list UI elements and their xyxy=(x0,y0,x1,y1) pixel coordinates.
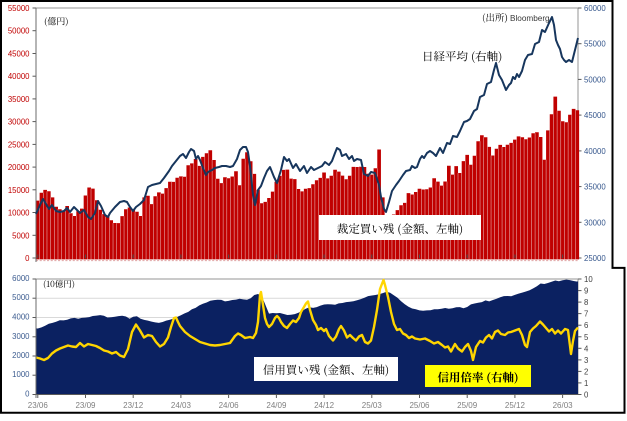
svg-text:50000: 50000 xyxy=(584,75,606,84)
svg-text:10: 10 xyxy=(584,275,593,284)
svg-text:23/12: 23/12 xyxy=(123,401,144,410)
svg-text:1000: 1000 xyxy=(12,370,30,379)
svg-text:6000: 6000 xyxy=(12,274,30,283)
svg-text:40000: 40000 xyxy=(584,147,606,156)
svg-text:5000: 5000 xyxy=(12,293,30,302)
svg-text:50000: 50000 xyxy=(8,27,30,36)
svg-text:Bloomberg: Bloomberg xyxy=(510,14,550,23)
svg-text:35000: 35000 xyxy=(8,95,30,104)
svg-text:55000: 55000 xyxy=(584,40,606,49)
svg-text:45000: 45000 xyxy=(8,50,30,59)
svg-text:25/12: 25/12 xyxy=(505,401,526,410)
svg-text:20000: 20000 xyxy=(8,163,30,172)
svg-text:10000: 10000 xyxy=(8,209,30,218)
svg-text:5000: 5000 xyxy=(12,231,30,240)
svg-text:60000: 60000 xyxy=(584,4,606,13)
svg-text:0: 0 xyxy=(25,390,30,399)
svg-text:23/09: 23/09 xyxy=(75,401,96,410)
svg-text:23/06: 23/06 xyxy=(28,401,49,410)
svg-text:1: 1 xyxy=(584,379,588,388)
svg-text:3: 3 xyxy=(584,356,588,365)
svg-text:45000: 45000 xyxy=(584,111,606,120)
svg-text:0: 0 xyxy=(584,391,589,400)
svg-text:55000: 55000 xyxy=(8,4,30,13)
svg-text:25/03: 25/03 xyxy=(362,401,383,410)
svg-text:3000: 3000 xyxy=(12,332,30,341)
svg-text:30000: 30000 xyxy=(8,118,30,127)
svg-text:2000: 2000 xyxy=(12,351,30,360)
svg-text:24/09: 24/09 xyxy=(266,401,287,410)
svg-text:0: 0 xyxy=(25,254,30,263)
svg-text:25000: 25000 xyxy=(584,254,606,263)
svg-text:40000: 40000 xyxy=(8,72,30,81)
svg-text:26/03: 26/03 xyxy=(553,401,574,410)
svg-text:25/09: 25/09 xyxy=(457,401,478,410)
svg-text:7: 7 xyxy=(584,310,588,319)
svg-text:25/06: 25/06 xyxy=(409,401,430,410)
svg-text:4: 4 xyxy=(584,344,589,353)
svg-text:9: 9 xyxy=(584,287,588,296)
svg-text:24/12: 24/12 xyxy=(314,401,335,410)
svg-text:30000: 30000 xyxy=(584,218,606,227)
svg-text:25000: 25000 xyxy=(8,140,30,149)
svg-text:6: 6 xyxy=(584,321,588,330)
svg-text:24/06: 24/06 xyxy=(219,401,240,410)
svg-text:8: 8 xyxy=(584,298,588,307)
svg-text:5: 5 xyxy=(584,333,589,342)
svg-text:2: 2 xyxy=(584,367,588,376)
svg-text:4000: 4000 xyxy=(12,313,30,322)
svg-text:15000: 15000 xyxy=(8,186,30,195)
svg-text:35000: 35000 xyxy=(584,183,606,192)
svg-text:24/03: 24/03 xyxy=(171,401,192,410)
